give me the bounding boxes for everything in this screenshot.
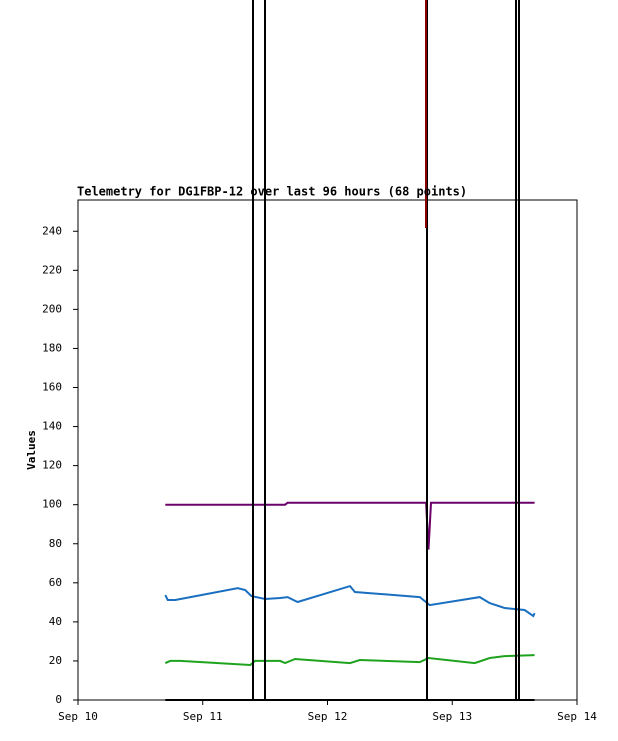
- x-tick-label: Sep 13: [432, 710, 472, 723]
- x-tick-label: Sep 10: [58, 710, 98, 723]
- series-line: [164, 654, 535, 667]
- x-tick-label: Sep 12: [308, 710, 348, 723]
- chart-title: Telemetry for DG1FBP-12 over last 96 hou…: [77, 185, 467, 199]
- y-tick-label: 80: [49, 537, 62, 550]
- plot-frame: [77, 199, 578, 701]
- y-tick-label: 180: [42, 341, 62, 354]
- y-tick-label: 0: [55, 693, 62, 706]
- y-axis-label: Values: [25, 430, 38, 470]
- series-layer: [164, 501, 536, 701]
- y-tick-label: 40: [49, 615, 62, 628]
- series-line: [165, 501, 535, 550]
- y-tick-label: 100: [42, 498, 62, 511]
- x-tick-label: Sep 14: [557, 710, 597, 723]
- y-tick-label: 220: [42, 263, 62, 276]
- y-tick-label: 160: [42, 381, 62, 394]
- x-tick-label: Sep 11: [183, 710, 223, 723]
- y-tick-label: 120: [42, 459, 62, 472]
- y-tick-label: 140: [42, 420, 62, 433]
- y-tick-label: 60: [49, 576, 62, 589]
- y-tick-label: 20: [49, 654, 62, 667]
- series-line: [164, 584, 536, 618]
- y-tick-label: 240: [42, 224, 62, 237]
- y-tick-label: 200: [42, 302, 62, 315]
